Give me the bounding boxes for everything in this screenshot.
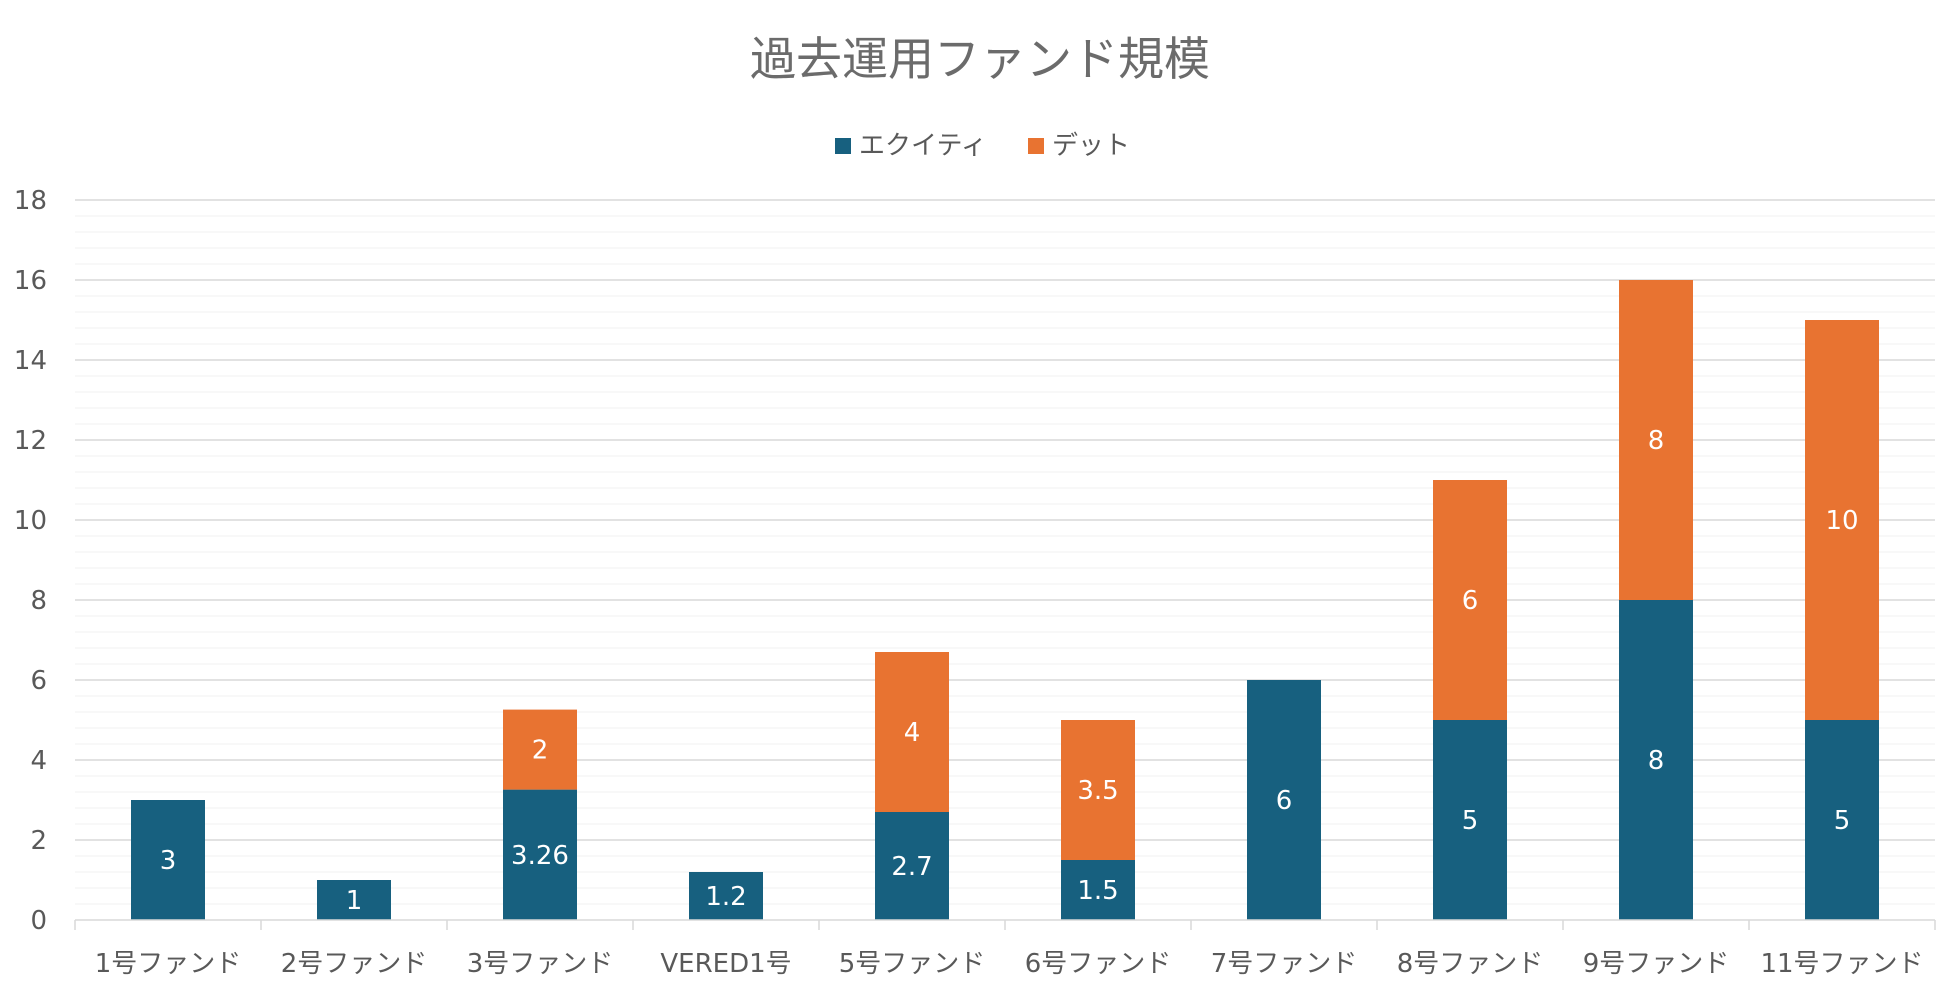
bar-equity bbox=[1247, 680, 1321, 920]
y-tick-label: 10 bbox=[14, 506, 47, 536]
data-label: 10 bbox=[1825, 506, 1858, 536]
legend: エクイティ デット bbox=[835, 131, 1130, 161]
x-tick-label: VERED1号 bbox=[660, 949, 791, 979]
x-tick-label: 1号ファンド bbox=[95, 949, 242, 979]
data-label: 5 bbox=[1462, 806, 1479, 836]
bar-equity bbox=[503, 789, 577, 920]
x-tick-label: 3号ファンド bbox=[467, 949, 614, 979]
x-tick-label: 9号ファンド bbox=[1583, 949, 1730, 979]
y-tick-label: 16 bbox=[14, 266, 47, 296]
data-label: 3 bbox=[160, 846, 177, 876]
bar-equity bbox=[1061, 860, 1135, 920]
x-tick-label: 8号ファンド bbox=[1397, 949, 1544, 979]
bars: 3 1 3.26 2 1.2 2.7 4 1.5 3.5 6 5 6 8 8 5 10 bbox=[131, 280, 1879, 920]
data-label: 2.7 bbox=[891, 852, 932, 882]
data-label: 2 bbox=[532, 736, 549, 766]
x-axis: 1号ファンド 2号ファンド 3号ファンド VERED1号 5号ファンド 6号ファンド 7号フ… bbox=[74, 919, 1936, 979]
bar-debt bbox=[1619, 280, 1693, 600]
x-tick-label: 11号ファンド bbox=[1760, 949, 1923, 979]
bar-equity bbox=[317, 880, 391, 920]
bar-equity bbox=[1805, 720, 1879, 920]
y-axis-ticks: 0 2 4 6 8 10 12 14 16 18 bbox=[14, 186, 47, 936]
bar-debt bbox=[875, 652, 949, 812]
legend-label-equity: エクイティ bbox=[859, 131, 987, 161]
data-label: 8 bbox=[1648, 426, 1665, 456]
data-label: 6 bbox=[1276, 786, 1293, 816]
data-label: 4 bbox=[904, 718, 921, 748]
legend-label-debt: デット bbox=[1052, 131, 1130, 161]
y-tick-label: 2 bbox=[30, 826, 47, 856]
x-tick-label: 7号ファンド bbox=[1211, 949, 1358, 979]
bar-debt bbox=[1433, 480, 1507, 720]
chart-title: 過去運用ファンド規模 bbox=[750, 32, 1210, 86]
y-tick-label: 6 bbox=[30, 666, 47, 696]
data-label: 1 bbox=[346, 886, 363, 916]
x-tick-label: 5号ファンド bbox=[839, 949, 986, 979]
bar-equity bbox=[875, 812, 949, 920]
y-tick-label: 4 bbox=[30, 746, 47, 776]
bar-equity bbox=[689, 872, 763, 920]
data-label: 1.5 bbox=[1077, 876, 1118, 906]
x-tick-label: 2号ファンド bbox=[281, 949, 428, 979]
y-tick-label: 12 bbox=[14, 426, 47, 456]
x-tick-label: 6号ファンド bbox=[1025, 949, 1172, 979]
data-label: 3.5 bbox=[1077, 776, 1118, 806]
y-tick-label: 14 bbox=[14, 346, 47, 376]
legend-swatch-debt bbox=[1028, 138, 1044, 154]
legend-swatch-equity bbox=[835, 138, 851, 154]
data-label: 1.2 bbox=[705, 882, 746, 912]
bar-equity bbox=[1433, 720, 1507, 920]
y-tick-label: 18 bbox=[14, 186, 47, 216]
bar-debt bbox=[503, 709, 577, 790]
data-label: 3.26 bbox=[511, 841, 569, 871]
bar-debt bbox=[1805, 320, 1879, 720]
bar-debt bbox=[1061, 720, 1135, 860]
data-label: 5 bbox=[1834, 806, 1851, 836]
data-label: 8 bbox=[1648, 746, 1665, 776]
y-tick-label: 8 bbox=[30, 586, 47, 616]
bar-equity bbox=[131, 800, 205, 920]
y-tick-label: 0 bbox=[30, 906, 47, 936]
bar-equity bbox=[1619, 600, 1693, 920]
data-label: 6 bbox=[1462, 586, 1479, 616]
